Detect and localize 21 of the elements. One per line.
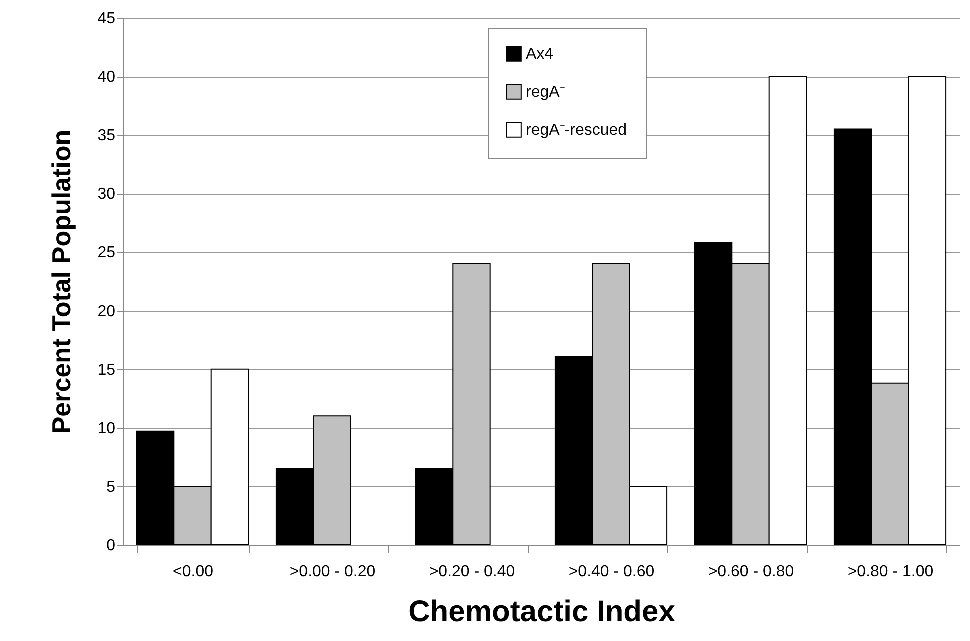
y-tick-label: 10: [98, 420, 116, 438]
y-tick-label: 35: [98, 128, 116, 145]
y-tick-label: 40: [98, 69, 116, 86]
x-tick-label: >0.40 - 0.60: [568, 564, 655, 580]
legend-label: regA⁻: [526, 84, 565, 101]
x-tick-label: <0.00: [173, 564, 214, 580]
y-tick-label: 20: [98, 303, 116, 320]
y-tick-label: 0: [106, 538, 116, 554]
legend-label: regA⁻-rescued: [526, 122, 628, 139]
y-tick-label: 25: [98, 244, 116, 262]
x-tick-label: >0.60 - 0.80: [708, 564, 794, 580]
x-tick-label: >0.00 - 0.20: [290, 564, 376, 580]
legend-label: Ax4: [526, 46, 554, 63]
x-tick-label: >0.80 - 1.00: [848, 564, 934, 580]
y-tick-label: 15: [98, 362, 116, 379]
y-tick-label: 5: [106, 478, 116, 496]
y-tick-label: 45: [98, 10, 116, 28]
y-axis-title: Percent Total Population: [46, 130, 77, 434]
x-tick-label: >0.20 - 0.40: [429, 564, 516, 580]
y-tick-label: 30: [98, 186, 116, 204]
x-axis-title: Chemotactic Index: [408, 596, 676, 628]
